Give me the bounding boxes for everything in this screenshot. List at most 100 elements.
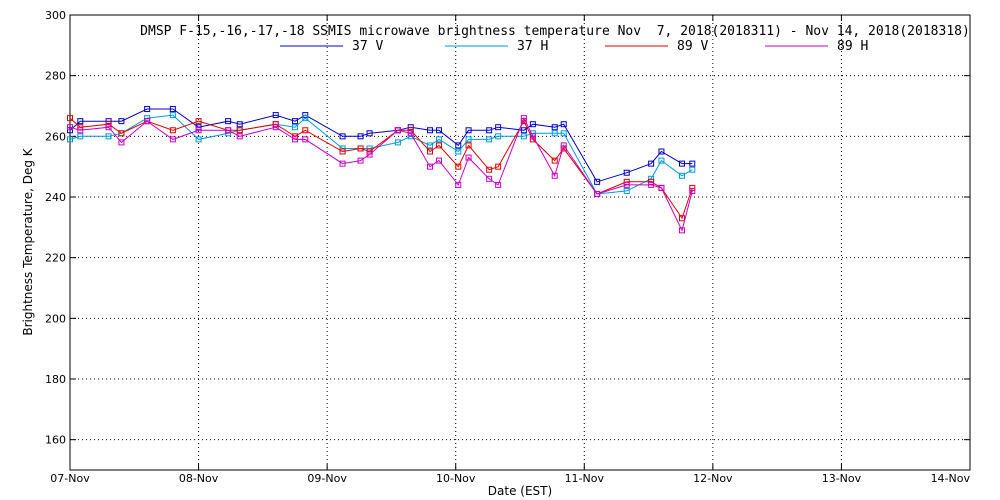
data-point: [195, 127, 202, 134]
data-point: [455, 148, 462, 155]
data-point: [77, 127, 84, 134]
data-point: [623, 181, 630, 188]
data-point: [689, 160, 696, 167]
data-point: [357, 133, 364, 140]
data-point: [560, 121, 567, 128]
data-point: [225, 118, 232, 125]
data-point: [689, 187, 696, 194]
data-point: [594, 190, 601, 197]
data-point: [427, 163, 433, 170]
data-point: [465, 127, 472, 134]
data-point: [118, 139, 125, 146]
data-point: [465, 142, 472, 149]
data-point: [560, 142, 567, 149]
data-point: [486, 166, 493, 173]
data-point: [366, 151, 373, 158]
data-point: [366, 130, 373, 137]
x-tick-label: 13-Nov: [822, 472, 862, 485]
data-point: [394, 127, 401, 134]
data-point: [394, 139, 401, 146]
data-point: [272, 112, 279, 119]
data-point: [495, 133, 502, 140]
data-point: [169, 106, 176, 113]
series-line: [69, 108, 693, 183]
data-point: [105, 118, 112, 125]
legend: 37 V 37 H 89 V 89 H: [280, 39, 868, 54]
data-point: [77, 133, 84, 140]
x-tick-label: 11-Nov: [565, 472, 605, 485]
data-point: [302, 115, 309, 122]
data-point: [648, 181, 655, 188]
y-tick-label: 260: [45, 130, 66, 143]
data-point: [594, 178, 601, 185]
data-point: [529, 121, 536, 128]
data-point: [689, 184, 696, 191]
data-point: [144, 118, 151, 125]
data-point: [292, 118, 298, 125]
data-point: [436, 157, 442, 164]
data-point: [144, 106, 151, 113]
data-point: [236, 133, 243, 140]
x-tick-label: 07-Nov: [50, 472, 90, 485]
data-point: [105, 133, 112, 140]
data-point: [67, 127, 73, 134]
data-point: [339, 160, 346, 167]
data-point: [520, 133, 527, 140]
data-point: [551, 130, 558, 137]
x-tick-label: 09-Nov: [307, 472, 347, 485]
x-tick-label: 12-Nov: [693, 472, 733, 485]
data-point: [67, 124, 73, 131]
data-point: [427, 148, 433, 155]
data-point: [407, 130, 414, 137]
legend-label: 89 V: [677, 39, 708, 54]
data-point: [339, 133, 346, 140]
y-tick-label: 200: [45, 312, 66, 325]
data-point: [560, 130, 567, 137]
data-point: [658, 148, 665, 155]
data-point: [195, 124, 202, 131]
data-point: [407, 124, 414, 131]
data-point: [465, 136, 472, 143]
x-tick-label: 14-Nov: [931, 472, 971, 485]
data-point: [679, 227, 685, 234]
data-point: [77, 124, 84, 131]
data-point: [292, 124, 298, 131]
data-point: [486, 175, 493, 182]
data-point: [551, 157, 558, 164]
data-point: [357, 145, 364, 152]
data-point: [623, 169, 630, 176]
data-point: [679, 172, 685, 179]
data-point: [105, 124, 112, 131]
data-point: [236, 121, 243, 128]
data-point: [529, 133, 536, 140]
data-point: [302, 127, 309, 134]
y-tick-label: 240: [45, 191, 66, 204]
chart-title: DMSP F-15,-16,-17,-18 SSMIS microwave br…: [140, 24, 970, 39]
data-point: [427, 127, 433, 134]
series-line: [69, 116, 693, 232]
data-point: [455, 181, 462, 188]
y-tick-label: 280: [45, 70, 66, 83]
data-point: [623, 178, 630, 185]
data-point: [658, 184, 665, 191]
data-point: [648, 178, 655, 185]
y-axis-title: Brightness Temperature, Deg K: [21, 147, 35, 335]
x-tick-label: 10-Nov: [436, 472, 476, 485]
data-point: [302, 136, 309, 143]
data-point: [486, 136, 493, 143]
data-point: [407, 127, 414, 134]
data-point: [658, 157, 665, 164]
data-point: [169, 112, 176, 119]
data-point: [236, 127, 243, 134]
data-point: [520, 115, 527, 122]
data-point: [495, 163, 502, 170]
data-point: [67, 136, 73, 143]
plot-frame: [69, 14, 971, 471]
series-89-h: [67, 115, 696, 234]
x-tick-label: 08-Nov: [179, 472, 219, 485]
data-point: [427, 142, 433, 149]
data-point: [689, 166, 696, 173]
y-tick-label: 180: [45, 373, 66, 386]
